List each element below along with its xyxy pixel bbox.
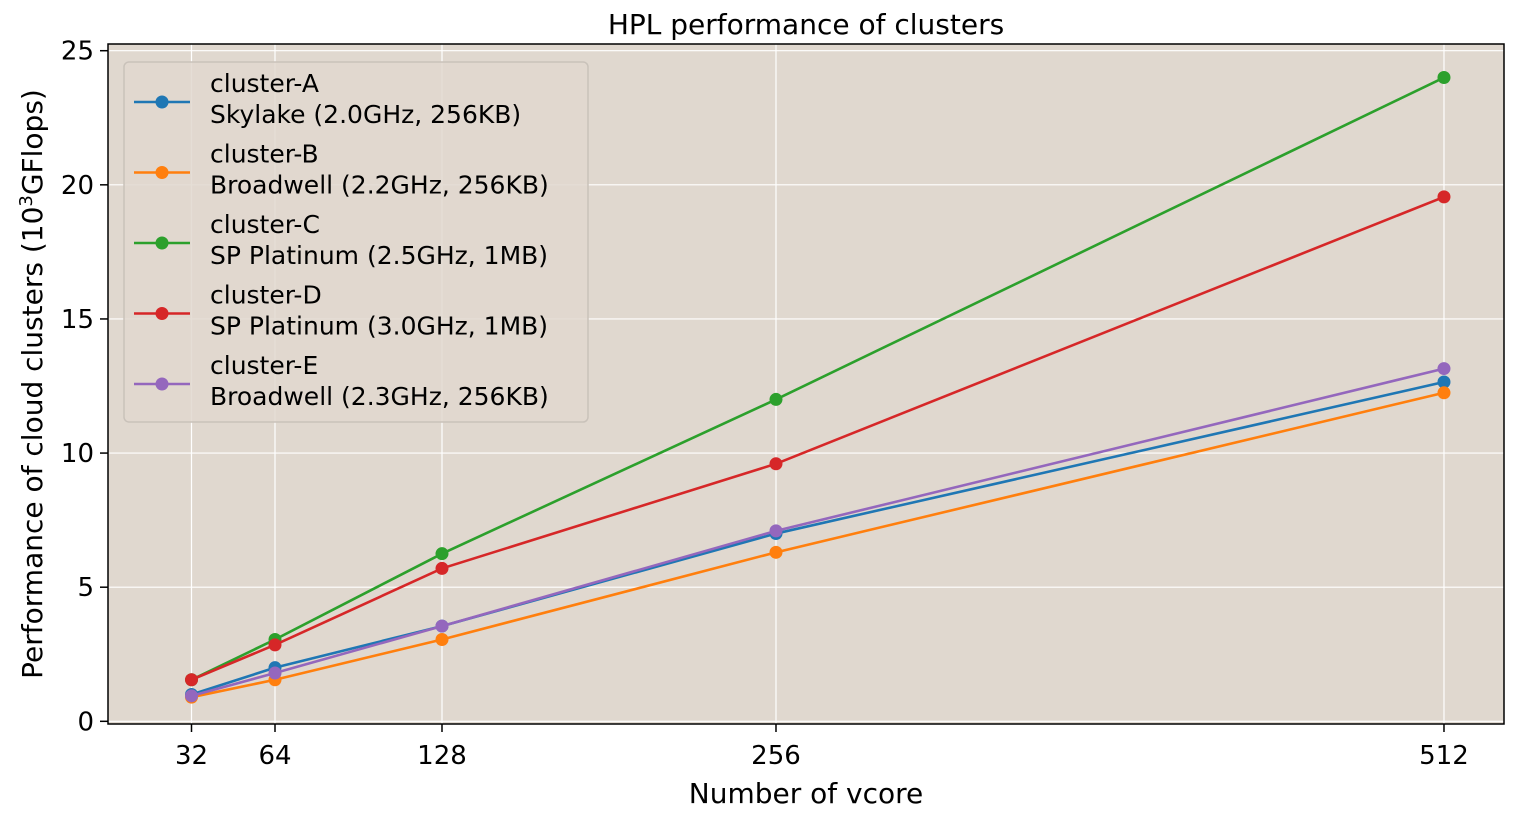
data-point <box>184 673 198 687</box>
axis-ticks: 32 64 128 256 512 0 5 10 15 20 25 <box>61 37 1469 771</box>
legend-label-spec: SP Platinum (2.5GHz, 1MB) <box>210 241 548 270</box>
data-point <box>435 561 449 575</box>
data-point <box>1437 362 1451 376</box>
y-axis-label-sup: 3 <box>16 195 37 206</box>
data-point <box>1437 190 1451 204</box>
legend-swatch-marker <box>155 307 169 320</box>
y-tick-label: 25 <box>61 37 94 67</box>
data-point <box>1437 71 1451 85</box>
legend-label-spec: Skylake (2.0GHz, 256KB) <box>210 100 521 129</box>
series-cluster-D <box>184 190 1451 687</box>
legend-swatch-marker <box>155 95 169 109</box>
legend-label-name: cluster-A <box>210 69 319 98</box>
legend-swatch-marker <box>155 166 169 179</box>
y-axis-label: Performance of cloud clusters (103GFlops… <box>16 89 50 679</box>
y-axis-label-main: Performance of cloud clusters (10 <box>16 207 49 679</box>
legend-label-name: cluster-C <box>210 210 320 239</box>
legend-label-spec: Broadwell (2.3GHz, 256KB) <box>210 382 549 411</box>
data-point <box>769 524 783 538</box>
x-tick-label: 512 <box>1419 741 1469 771</box>
x-tick-label: 256 <box>751 741 801 771</box>
data-point <box>184 689 198 703</box>
y-tick-label: 5 <box>77 573 94 603</box>
x-axis-label: Number of vcore <box>689 777 924 810</box>
data-point <box>435 547 449 561</box>
x-tick-label: 64 <box>258 741 291 771</box>
legend-label-name: cluster-B <box>210 140 319 169</box>
legend-label-name: cluster-D <box>210 281 322 310</box>
y-tick-label: 0 <box>77 707 94 737</box>
y-axis-label-unit: GFlops) <box>16 89 49 195</box>
legend-swatch-marker <box>155 377 169 391</box>
x-tick-label: 32 <box>175 741 208 771</box>
legend-label-spec: Broadwell (2.2GHz, 256KB) <box>210 171 549 200</box>
data-point <box>769 457 783 471</box>
legend-entry-cluster-D: cluster-DSP Platinum (3.0GHz, 1MB) <box>134 281 548 341</box>
series-cluster-E <box>184 362 1451 703</box>
y-tick-label: 10 <box>61 439 94 469</box>
data-point <box>268 638 282 652</box>
legend-label-name: cluster-E <box>210 351 318 380</box>
data-point <box>1437 375 1451 389</box>
data-point <box>268 666 282 680</box>
legend-entry-cluster-C: cluster-CSP Platinum (2.5GHz, 1MB) <box>134 210 548 270</box>
series-layer <box>184 71 1451 704</box>
data-point <box>769 545 783 559</box>
plot-frame <box>107 43 1505 725</box>
y-tick-label: 15 <box>61 305 94 335</box>
legend-label-spec: SP Platinum (3.0GHz, 1MB) <box>210 312 548 341</box>
data-point <box>1437 386 1451 400</box>
data-point <box>769 392 783 406</box>
data-point <box>435 633 449 647</box>
chart-title: HPL performance of clusters <box>608 8 1004 41</box>
x-tick-label: 128 <box>417 741 467 771</box>
data-point <box>435 619 449 633</box>
legend-swatch-marker <box>155 236 169 250</box>
y-tick-label: 20 <box>61 171 94 201</box>
legend-box <box>123 61 589 423</box>
